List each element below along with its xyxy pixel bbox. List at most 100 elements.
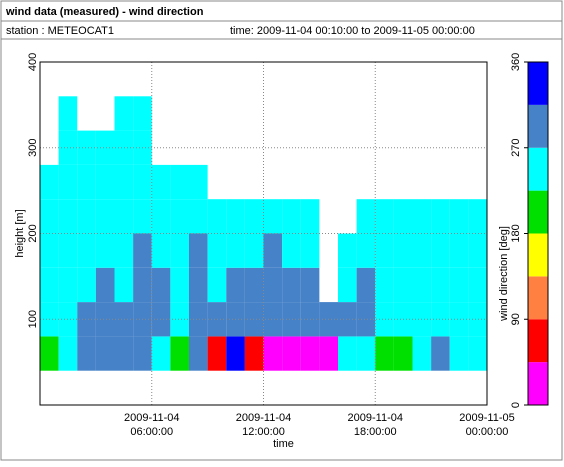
cell (114, 130, 134, 165)
colorbar-band (528, 233, 548, 277)
cell (207, 233, 227, 268)
cell (151, 267, 171, 303)
cell (300, 267, 320, 303)
cell (151, 302, 171, 337)
cell (95, 267, 115, 303)
cell (375, 233, 394, 268)
cell (114, 233, 134, 268)
cell (77, 233, 96, 268)
cell (375, 302, 394, 337)
x-tick-label: 2009-11-04 18:00:00 (348, 412, 403, 438)
cell (40, 164, 59, 200)
colorbar-band (528, 190, 548, 234)
cell (356, 267, 376, 303)
cell (282, 267, 301, 303)
cell (393, 233, 413, 268)
cell (133, 164, 152, 200)
cell (431, 233, 450, 268)
time-range: time: 2009-11-04 00:10:00 to 2009-11-05 … (230, 25, 475, 37)
cell (226, 336, 245, 371)
cell (189, 233, 208, 268)
cell (189, 199, 208, 234)
colorbar-tick-label: 180 (510, 224, 522, 242)
cell (338, 233, 357, 268)
cell (207, 199, 227, 234)
cell (449, 336, 469, 371)
cell (356, 336, 376, 371)
cell (77, 164, 96, 200)
cell (338, 336, 357, 371)
y-tick-label: 400 (27, 53, 39, 71)
cell (77, 130, 96, 165)
cell (319, 336, 338, 371)
cell (207, 336, 227, 371)
cell (263, 199, 283, 234)
cell (356, 233, 376, 268)
title: wind data (measured) - wind direction (5, 6, 204, 18)
y-tick-label: 300 (27, 139, 39, 157)
cell (133, 267, 152, 303)
cell (95, 336, 115, 371)
cell (244, 267, 264, 303)
cell (151, 199, 171, 234)
cell (449, 233, 469, 268)
colorbar-tick-label: 0 (510, 402, 522, 408)
x-tick-label: 2009-11-04 06:00:00 (124, 412, 179, 438)
colorbar-band (528, 147, 548, 191)
cell (356, 199, 376, 234)
cell (375, 199, 394, 234)
cell (40, 336, 59, 371)
colorbar-band (528, 62, 548, 105)
cell (170, 302, 189, 337)
cell (58, 336, 78, 371)
y-tick-label: 100 (27, 310, 39, 328)
cell (95, 302, 115, 337)
cell (468, 199, 487, 234)
cell (95, 130, 115, 165)
cell (95, 233, 115, 268)
cell (393, 336, 413, 371)
cell (133, 233, 152, 268)
cell (170, 199, 189, 234)
cell (412, 233, 432, 268)
colorbar-band (528, 276, 548, 320)
cell (338, 302, 357, 337)
colorbar-tick-label: 270 (510, 139, 522, 157)
colorbar-tick-label: 90 (510, 313, 522, 325)
cell (431, 267, 450, 303)
cell (412, 267, 432, 303)
cell (244, 336, 264, 371)
cell (170, 233, 189, 268)
cell (114, 302, 134, 337)
cell (468, 233, 487, 268)
cell (95, 164, 115, 200)
cell (151, 336, 171, 371)
cell (40, 267, 59, 303)
plot-border (39, 61, 488, 406)
x-tick-label: 2009-11-05 00:00:00 (459, 412, 514, 438)
cell (244, 199, 264, 234)
x-tick-label: 2009-11-04 12:00:00 (236, 412, 291, 438)
cell (77, 302, 96, 337)
cell (375, 336, 394, 371)
cell (468, 336, 487, 371)
cell (263, 267, 283, 303)
cell (133, 336, 152, 371)
cell (282, 336, 301, 371)
cell (412, 199, 432, 234)
cell (449, 199, 469, 234)
cell (40, 199, 59, 234)
cell (207, 267, 227, 303)
cell (300, 233, 320, 268)
cell (263, 336, 283, 371)
cell (263, 233, 283, 268)
cell (244, 233, 264, 268)
station: station : METEOCAT1 (6, 25, 114, 37)
y-tick-label: 200 (27, 224, 39, 242)
y-axis-label: height [m] (14, 209, 26, 257)
cell (77, 267, 96, 303)
cell (170, 336, 189, 371)
colorbar-band (528, 104, 548, 148)
cell (151, 164, 171, 200)
cell (282, 302, 301, 337)
